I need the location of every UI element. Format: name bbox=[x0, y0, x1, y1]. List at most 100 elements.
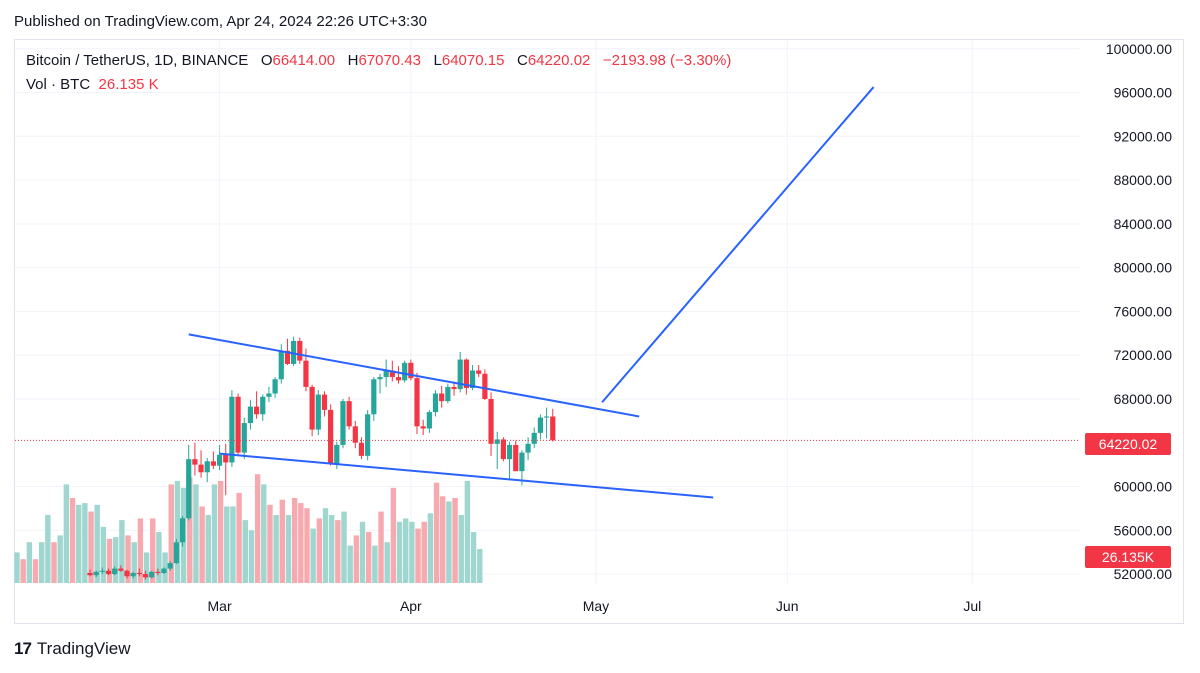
volume-bar bbox=[150, 518, 156, 583]
candle-body bbox=[377, 377, 383, 380]
candle bbox=[451, 381, 457, 396]
candle-body bbox=[414, 378, 420, 427]
price-axis-label: 76000.00 bbox=[1114, 303, 1173, 319]
volume-bar bbox=[372, 545, 378, 583]
time-axis[interactable]: Mar Apr May Jun Jul bbox=[208, 598, 982, 614]
candle bbox=[402, 360, 408, 383]
volume-bar bbox=[347, 545, 353, 583]
candle-body bbox=[112, 568, 118, 575]
tradingview-brand[interactable]: 17 TradingView bbox=[14, 639, 130, 659]
volume-bar bbox=[224, 506, 230, 583]
candle-body bbox=[439, 393, 445, 402]
volume-bar bbox=[409, 521, 415, 583]
candle-body bbox=[445, 386, 451, 402]
price-axis-label: 72000.00 bbox=[1114, 347, 1173, 363]
candle bbox=[414, 372, 420, 434]
candle bbox=[130, 571, 136, 579]
time-axis-label: Mar bbox=[208, 598, 232, 614]
volume-bars bbox=[14, 474, 483, 583]
volume-bar bbox=[230, 506, 236, 583]
candle-body bbox=[395, 377, 402, 381]
volume-bar bbox=[403, 518, 409, 583]
symbol-label: Bitcoin / TetherUS, 1D, BINANCE bbox=[26, 52, 249, 69]
time-axis-label: Jun bbox=[776, 598, 799, 614]
volume-bar bbox=[452, 498, 458, 583]
volume-bar bbox=[100, 526, 107, 583]
price-axis[interactable]: 100000.00 96000.00 92000.00 88000.00 84000.0… bbox=[1106, 41, 1172, 582]
candle bbox=[253, 391, 260, 419]
volume-bar bbox=[310, 528, 316, 583]
ohlc-legend: Bitcoin / TetherUS, 1D, BINANCE O66414.0… bbox=[26, 52, 731, 69]
trend-lines[interactable] bbox=[188, 86, 875, 499]
volume-bar bbox=[193, 484, 199, 583]
volume-bar bbox=[291, 498, 298, 583]
volume-bar bbox=[156, 532, 162, 583]
candle bbox=[118, 565, 124, 572]
candle bbox=[216, 444, 223, 471]
close-label: C bbox=[516, 52, 528, 69]
candle bbox=[241, 417, 247, 460]
price-axis-label: 100000.00 bbox=[1106, 41, 1172, 57]
volume-bar bbox=[187, 477, 193, 583]
candle-body bbox=[389, 370, 395, 378]
volume-bar bbox=[378, 511, 384, 583]
volume-bar bbox=[106, 538, 113, 583]
volume-label: Vol · BTC bbox=[26, 76, 91, 93]
candle-body bbox=[358, 442, 365, 456]
volume-bar bbox=[51, 542, 57, 583]
candle-body bbox=[179, 518, 186, 543]
candle-body bbox=[173, 542, 179, 564]
volume-bar bbox=[279, 499, 286, 583]
candle bbox=[445, 383, 451, 404]
volume-bar bbox=[415, 528, 421, 583]
candle bbox=[247, 400, 254, 430]
candle bbox=[321, 391, 328, 417]
candle-body bbox=[167, 563, 173, 569]
candle bbox=[377, 373, 383, 394]
volume-bar bbox=[464, 481, 471, 583]
candle-body bbox=[223, 454, 229, 463]
candle bbox=[543, 407, 550, 439]
candle bbox=[550, 408, 556, 442]
candle-body bbox=[278, 350, 284, 380]
volume-bar bbox=[137, 518, 144, 583]
chart-frame[interactable] bbox=[14, 39, 1184, 624]
candle bbox=[494, 431, 500, 469]
price-axis-label: 96000.00 bbox=[1114, 85, 1173, 101]
candle-body bbox=[550, 416, 556, 441]
price-axis-label: 88000.00 bbox=[1114, 172, 1173, 188]
candle-body bbox=[216, 454, 223, 466]
volume-bar bbox=[328, 515, 335, 583]
volume-bar bbox=[384, 542, 390, 583]
volume-value: 26.135 K bbox=[98, 76, 159, 93]
candle bbox=[315, 390, 321, 436]
candle bbox=[204, 458, 210, 483]
candle-body bbox=[229, 396, 235, 463]
candle-body bbox=[272, 379, 278, 394]
low-value: 64070.15 bbox=[441, 52, 505, 69]
change-value: −2193.98 (−3.30%) bbox=[602, 52, 732, 69]
candle-body bbox=[408, 362, 414, 379]
volume-bar bbox=[14, 552, 20, 583]
volume-bar bbox=[125, 535, 131, 583]
candle bbox=[105, 568, 112, 576]
candle bbox=[358, 437, 365, 460]
candle-body bbox=[291, 340, 297, 364]
candle-body bbox=[525, 443, 531, 453]
candle bbox=[476, 365, 482, 378]
time-axis-label: Apr bbox=[400, 598, 422, 614]
tradingview-logo-icon: 17 bbox=[14, 639, 32, 658]
candle bbox=[463, 358, 469, 395]
volume-bar bbox=[119, 520, 125, 583]
candle-body bbox=[426, 412, 432, 429]
candles[interactable] bbox=[87, 336, 556, 580]
volume-bar bbox=[168, 484, 174, 583]
price-axis-label: 56000.00 bbox=[1114, 522, 1173, 538]
volume-bar bbox=[304, 508, 310, 583]
candle-body bbox=[204, 461, 210, 473]
candle-body bbox=[457, 359, 463, 390]
candle-body bbox=[130, 572, 136, 577]
time-axis-label: Jul bbox=[963, 598, 981, 614]
volume-bar bbox=[211, 484, 218, 583]
